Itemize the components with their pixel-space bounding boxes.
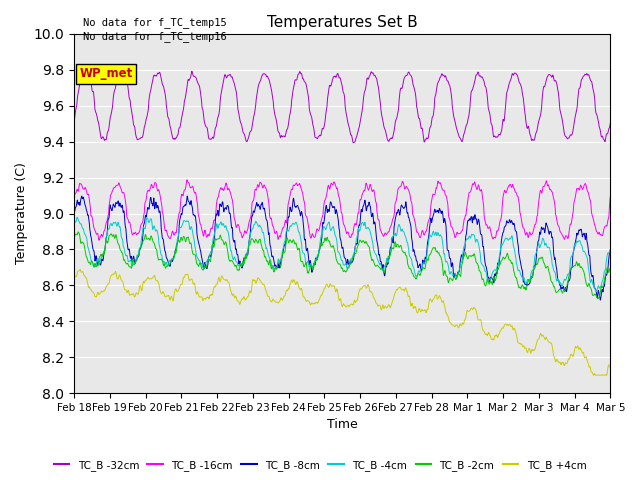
Y-axis label: Temperature (C): Temperature (C)	[15, 163, 28, 264]
Title: Temperatures Set B: Temperatures Set B	[267, 15, 417, 30]
Legend: TC_B -32cm, TC_B -16cm, TC_B -8cm, TC_B -4cm, TC_B -2cm, TC_B +4cm: TC_B -32cm, TC_B -16cm, TC_B -8cm, TC_B …	[49, 456, 591, 475]
Text: No data for f_TC_temp16: No data for f_TC_temp16	[83, 31, 227, 42]
Text: WP_met: WP_met	[79, 67, 132, 80]
Text: No data for f_TC_temp15: No data for f_TC_temp15	[83, 17, 227, 28]
X-axis label: Time: Time	[327, 419, 358, 432]
